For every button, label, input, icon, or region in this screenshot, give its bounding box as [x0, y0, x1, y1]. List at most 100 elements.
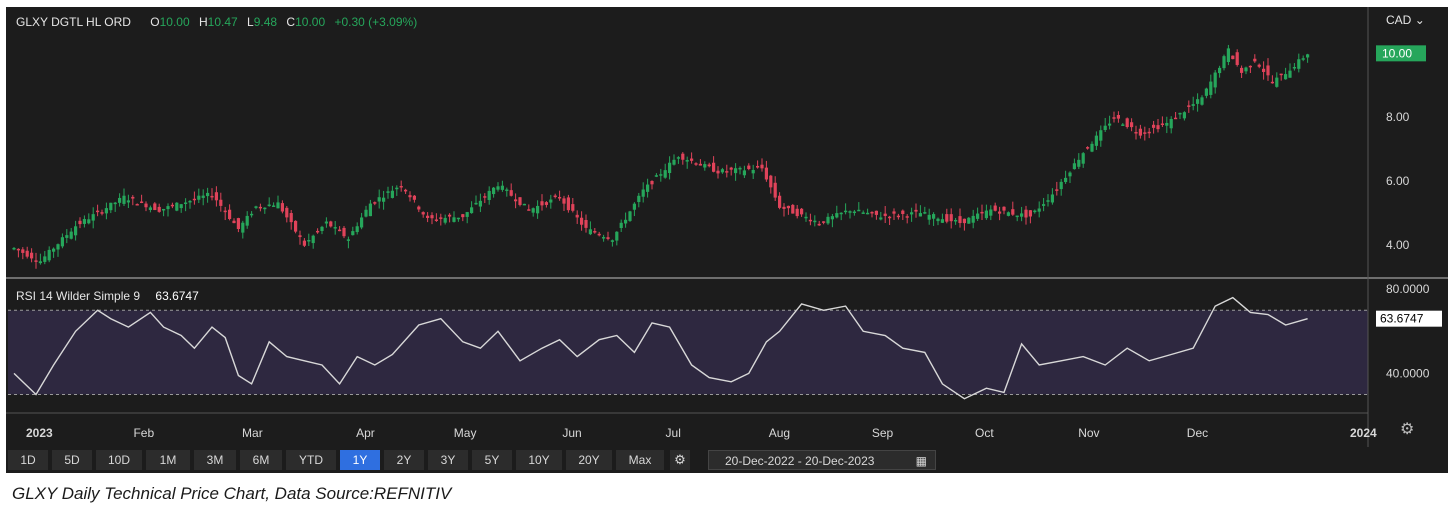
- candle-body: [355, 226, 359, 233]
- candle-body: [738, 167, 742, 170]
- range-2y-button[interactable]: 2Y: [384, 450, 424, 470]
- candle-body: [96, 210, 100, 213]
- candle-body: [250, 213, 254, 216]
- candle-body: [166, 206, 170, 210]
- candle-body: [654, 175, 658, 177]
- candle-body: [1152, 124, 1156, 128]
- candle-body: [703, 164, 707, 168]
- candle-body: [663, 170, 667, 178]
- range-max-button[interactable]: Max: [616, 450, 664, 470]
- candle-body: [1284, 74, 1288, 80]
- candle-body: [857, 209, 861, 212]
- candle-body: [430, 215, 434, 219]
- range-3y-button[interactable]: 3Y: [428, 450, 468, 470]
- candle-body: [725, 171, 729, 173]
- candle-body: [1253, 58, 1257, 62]
- open-value: 10.00: [159, 15, 190, 29]
- candle-body: [1020, 213, 1024, 217]
- candle-body: [399, 186, 403, 188]
- candle-body: [641, 189, 645, 197]
- candle-body: [131, 196, 135, 199]
- candle-body: [1037, 208, 1041, 212]
- candle-body: [487, 190, 491, 201]
- candle-body: [1235, 52, 1239, 65]
- candle-body: [100, 212, 104, 214]
- candle-body: [417, 206, 421, 210]
- candle-body: [967, 217, 971, 224]
- range-1d-button[interactable]: 1D: [8, 450, 48, 470]
- date-range-picker[interactable]: 20-Dec-2022 - 20-Dec-2023 ▦: [708, 450, 936, 470]
- candle-body: [769, 175, 773, 188]
- candle-body: [1200, 97, 1204, 105]
- candle-body: [386, 191, 390, 193]
- high-key: H: [198, 15, 208, 29]
- candle-body: [826, 216, 830, 224]
- candle-body: [760, 164, 764, 169]
- candle-body: [302, 240, 306, 246]
- range-6m-button[interactable]: 6M: [240, 450, 282, 470]
- candle-body: [408, 195, 412, 198]
- candle-body: [38, 261, 42, 264]
- candle-body: [1112, 117, 1116, 119]
- candle-body: [870, 211, 874, 214]
- candle-body: [496, 186, 500, 190]
- range-20y-button[interactable]: 20Y: [566, 450, 612, 470]
- candle-body: [874, 210, 878, 215]
- candle-body: [879, 217, 883, 220]
- range-1y-button[interactable]: 1Y: [340, 450, 380, 470]
- candle-body: [1301, 58, 1305, 60]
- candle-body: [610, 240, 614, 242]
- candle-body: [254, 206, 258, 208]
- candle-body: [74, 226, 78, 236]
- rsi-value: 63.6747: [155, 289, 199, 303]
- candle-body: [1288, 70, 1292, 78]
- low-value: 9.48: [253, 15, 278, 29]
- candle-body: [1055, 189, 1059, 191]
- price-tick-label: 4.00: [1386, 238, 1410, 252]
- range-10y-button[interactable]: 10Y: [516, 450, 562, 470]
- candle-body: [1081, 153, 1085, 164]
- settings-icon[interactable]: ⚙: [670, 450, 690, 470]
- candle-body: [910, 212, 914, 215]
- candle-body: [800, 208, 804, 215]
- candle-body: [30, 252, 34, 259]
- candle-body: [1275, 77, 1279, 87]
- candle-body: [914, 209, 918, 212]
- candle-body: [1143, 132, 1147, 134]
- range-5d-button[interactable]: 5D: [52, 450, 92, 470]
- chevron-down-icon: ⌄: [1414, 13, 1425, 27]
- candle-body: [918, 213, 922, 217]
- candle-body: [210, 195, 214, 198]
- candle-body: [1147, 131, 1151, 134]
- candle-body: [43, 256, 47, 262]
- range-5y-button[interactable]: 5Y: [472, 450, 512, 470]
- candle-body: [1266, 65, 1270, 76]
- rsi-last-tag: [1376, 310, 1442, 327]
- range-1m-button[interactable]: 1M: [146, 450, 190, 470]
- candle-body: [329, 221, 333, 227]
- candle-body: [993, 205, 997, 211]
- rsi-legend: RSI 14 Wilder Simple 9 63.6747: [16, 289, 199, 303]
- candle-body: [1068, 172, 1072, 177]
- candle-body: [1050, 194, 1054, 203]
- candle-body: [320, 226, 324, 231]
- range-3m-button[interactable]: 3M: [194, 450, 236, 470]
- gear-icon[interactable]: ⚙: [1400, 421, 1415, 438]
- candle-body: [351, 231, 355, 236]
- candle-body: [113, 202, 117, 205]
- candle-body: [69, 231, 73, 239]
- candle-body: [135, 204, 139, 206]
- candle-body: [1028, 210, 1032, 217]
- candle-body: [236, 218, 240, 230]
- candle-body: [294, 220, 298, 232]
- candle-body: [1103, 125, 1107, 131]
- candle-body: [272, 205, 276, 207]
- candle-body: [896, 215, 900, 218]
- candle-body: [421, 212, 425, 215]
- currency-selector[interactable]: CAD ⌄: [1386, 13, 1425, 27]
- candle-body: [258, 206, 262, 209]
- rsi-line: [13, 296, 1308, 400]
- range-ytd-button[interactable]: YTD: [286, 450, 336, 470]
- range-10d-button[interactable]: 10D: [96, 450, 142, 470]
- candle-body: [1138, 128, 1142, 136]
